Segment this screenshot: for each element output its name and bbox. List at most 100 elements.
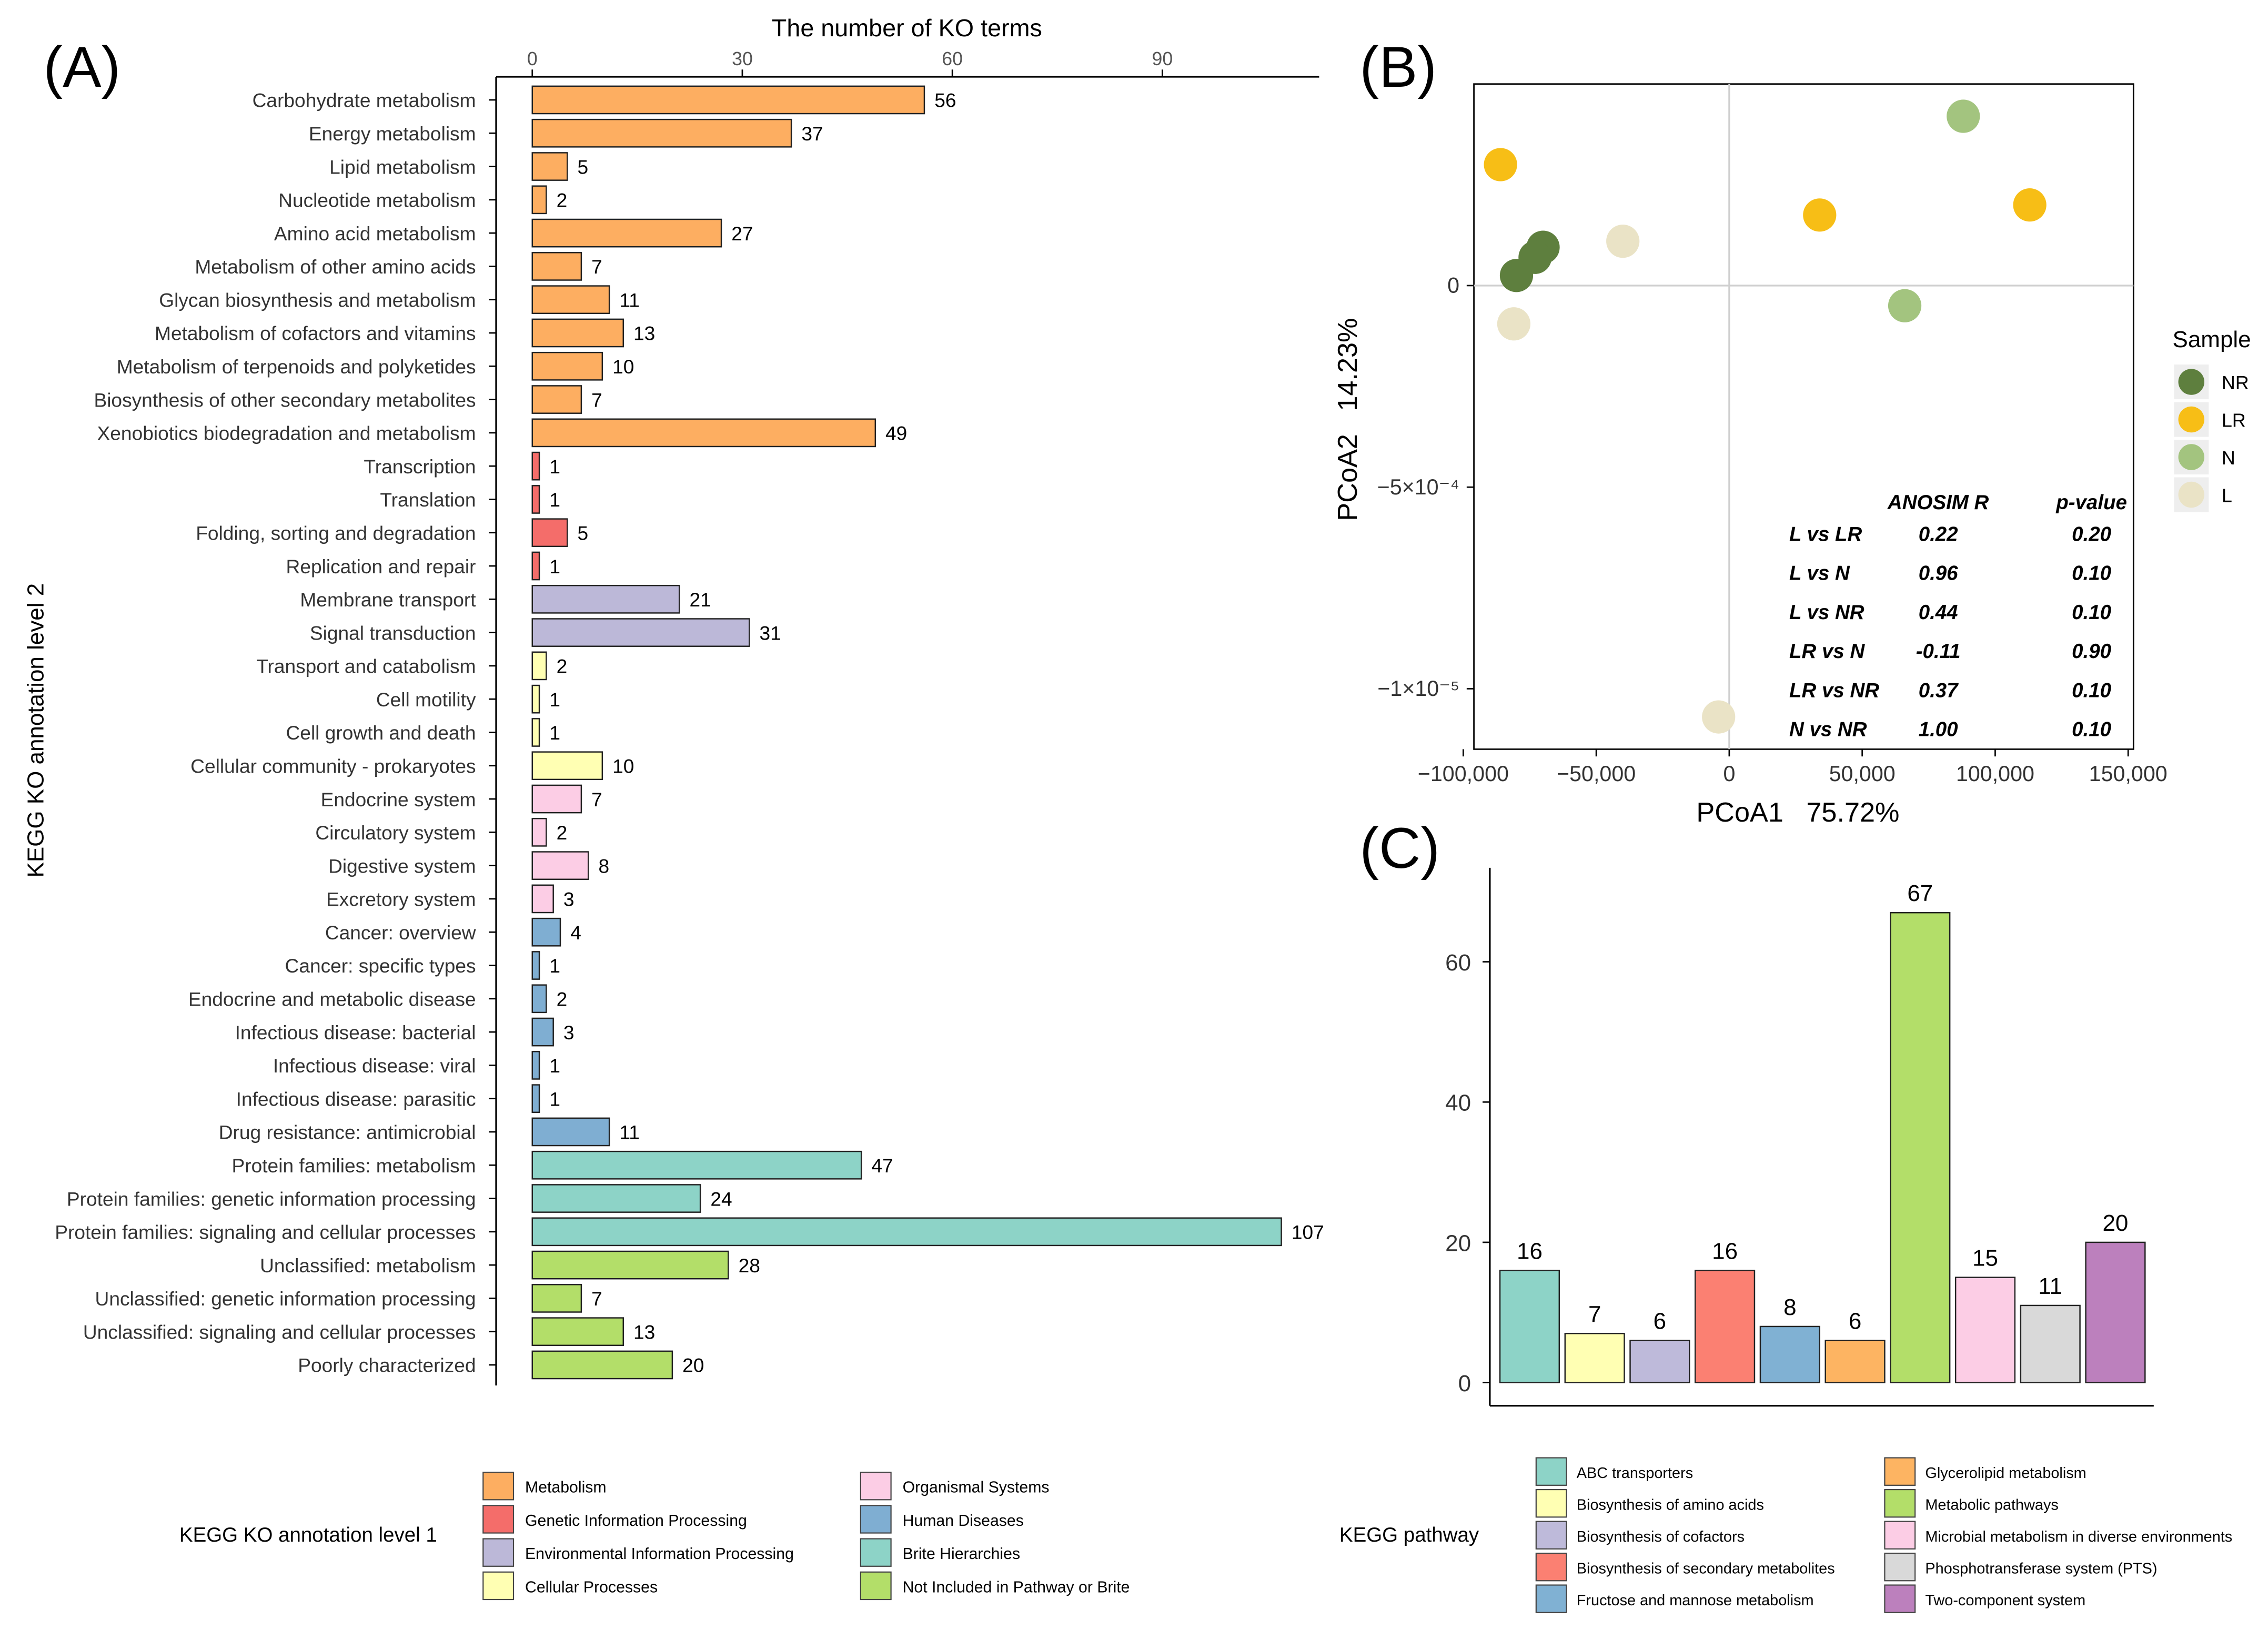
chart-b-point-lr xyxy=(2013,188,2047,222)
chart-b-table-cell: 0.22 xyxy=(1919,523,1958,545)
chart-b-ytick-label: −1×10⁻⁵ xyxy=(1377,676,1459,701)
chart-a-category-label: Cancer: overview xyxy=(325,922,476,944)
chart-a-bar xyxy=(531,984,547,1014)
chart-c-bar xyxy=(1564,1333,1625,1383)
chart-c-value-label: 8 xyxy=(1783,1294,1796,1320)
chart-a-value-label: 2 xyxy=(557,988,568,1010)
legend-b-label: L xyxy=(2222,485,2232,506)
chart-a-category-label: Infectious disease: bacterial xyxy=(235,1021,476,1044)
chart-a-bar xyxy=(531,618,750,647)
chart-c-value-label: 16 xyxy=(1517,1238,1543,1264)
chart-b-table-cell: L vs NR xyxy=(1789,601,1864,624)
legend-c-swatch xyxy=(1535,1521,1567,1550)
chart-a-category-label: Endocrine and metabolic disease xyxy=(188,988,476,1010)
chart-a-category-label: Drug resistance: antimicrobial xyxy=(219,1121,476,1143)
chart-a-value-label: 1 xyxy=(549,689,560,711)
chart-a-category-label: Excretory system xyxy=(326,888,476,910)
chart-a-value-label: 1 xyxy=(549,955,560,977)
chart-b-table-cell: 0.96 xyxy=(1919,562,1958,585)
chart-a-category-label: Amino acid metabolism xyxy=(274,222,476,245)
chart-b-point-lr xyxy=(1484,148,1517,181)
chart-b-point-n xyxy=(1888,289,1922,322)
chart-b-point-l xyxy=(1606,225,1640,258)
chart-a-value-label: 1 xyxy=(549,722,560,744)
chart-a-category-label: Transport and catabolism xyxy=(256,655,476,677)
chart-a-bar xyxy=(531,385,582,414)
legend-b-swatch xyxy=(2178,369,2205,395)
legend-a-label: Not Included in Pathway or Brite xyxy=(903,1578,1130,1596)
legend-a-label: Human Diseases xyxy=(903,1512,1024,1530)
legend-c-label: Biosynthesis of amino acids xyxy=(1577,1497,1764,1514)
legend-c-label: Biosynthesis of cofactors xyxy=(1577,1528,1745,1545)
chart-a-xtick-label: 90 xyxy=(1152,48,1173,69)
chart-a-value-label: 37 xyxy=(801,123,823,145)
legend-c-swatch xyxy=(1535,1584,1567,1613)
chart-a-category-label: Cell motility xyxy=(376,689,476,711)
chart-a-value-label: 2 xyxy=(557,655,568,677)
chart-a-category-label: Cell growth and death xyxy=(286,722,476,744)
legend-c-swatch xyxy=(1884,1584,1916,1613)
chart-a-bar xyxy=(531,351,603,381)
chart-a-bar xyxy=(531,1150,862,1180)
legend-b-swatch xyxy=(2178,444,2205,470)
chart-b-table-cell: -0.11 xyxy=(1916,640,1961,663)
chart-a-value-label: 1 xyxy=(549,489,560,511)
chart-a-value-label: 2 xyxy=(557,822,568,844)
legend-a-label: Genetic Information Processing xyxy=(525,1512,747,1530)
chart-a-bar xyxy=(531,318,624,348)
legend-a-swatch xyxy=(482,1505,515,1534)
chart-b-xtick-label: 0 xyxy=(1723,762,1735,786)
chart-a-category-label: Unclassified: genetic information proces… xyxy=(95,1288,476,1310)
chart-c-value-label: 11 xyxy=(2038,1273,2062,1299)
chart-a-category-label: Carbohydrate metabolism xyxy=(253,89,476,112)
chart-a-value-label: 2 xyxy=(557,189,568,211)
chart-a-bar xyxy=(531,185,547,215)
chart-a-bar xyxy=(531,1317,624,1346)
chart-a-bar xyxy=(531,152,568,181)
chart-a-value-label: 3 xyxy=(563,1021,574,1044)
chart-a-xtick-label: 30 xyxy=(732,48,753,69)
chart-a-value-label: 3 xyxy=(563,888,574,910)
chart-a-value-label: 31 xyxy=(760,622,781,644)
chart-a-category-label: Metabolism of terpenoids and polyketides xyxy=(117,356,476,378)
chart-a-bar xyxy=(531,518,568,548)
chart-b-table-cell: 0.10 xyxy=(2072,718,2111,741)
chart-a-bar xyxy=(531,751,603,781)
chart-a-bar xyxy=(531,485,540,514)
chart-a-value-label: 8 xyxy=(598,855,609,877)
legend-b-title: Sample xyxy=(2173,327,2251,352)
chart-a-value-label: 20 xyxy=(682,1354,704,1376)
chart-a-category-label: Circulatory system xyxy=(315,822,476,844)
chart-a-value-label: 7 xyxy=(591,788,602,811)
chart-a-category-label: Folding, sorting and degradation xyxy=(196,522,476,544)
chart-a-bar xyxy=(531,451,540,481)
chart-c-ytick-label: 60 xyxy=(1445,950,1471,976)
chart-a-bar xyxy=(531,584,680,614)
legend-c-label: Biosynthesis of secondary metabolites xyxy=(1577,1561,1835,1577)
chart-c-value-label: 7 xyxy=(1588,1301,1601,1327)
chart-a-value-label: 1 xyxy=(549,1088,560,1110)
chart-b-xtick-label: 50,000 xyxy=(1829,762,1896,786)
chart-c-value-label: 16 xyxy=(1712,1238,1738,1264)
chart-b-xtick-label: 100,000 xyxy=(1956,762,2034,786)
chart-c-bar xyxy=(1759,1325,1820,1383)
chart-a-bar xyxy=(531,252,582,281)
legend-c-label: Phosphotransferase system (PTS) xyxy=(1925,1561,2157,1577)
chart-a-title: The number of KO terms xyxy=(772,14,1042,42)
chart-a-category-label: Protein families: signaling and cellular… xyxy=(55,1221,476,1243)
chart-a-value-label: 1 xyxy=(549,1055,560,1077)
legend-c-label: Metabolic pathways xyxy=(1925,1497,2058,1514)
panel-label-c: (C) xyxy=(1359,816,1440,880)
chart-c-bar xyxy=(1890,912,1951,1383)
chart-b-ytick-label: 0 xyxy=(1447,274,1459,298)
chart-b-table-cell: L vs N xyxy=(1789,562,1850,585)
chart-a-value-label: 7 xyxy=(591,1288,602,1310)
chart-a-bar xyxy=(531,784,582,814)
legend-a-label: Metabolism xyxy=(525,1479,607,1496)
legend-a-swatch xyxy=(482,1538,515,1567)
legend-b-label: NR xyxy=(2222,372,2249,393)
chart-c-bar xyxy=(1825,1340,1886,1383)
chart-a-value-label: 13 xyxy=(633,322,655,345)
chart-a-value-label: 24 xyxy=(710,1188,732,1210)
